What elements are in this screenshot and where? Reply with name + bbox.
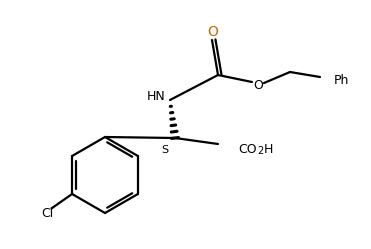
Text: Ph: Ph xyxy=(334,73,349,86)
Text: S: S xyxy=(161,145,168,155)
Text: CO: CO xyxy=(238,142,257,155)
Text: O: O xyxy=(253,78,263,91)
Text: HN: HN xyxy=(147,89,165,103)
Text: H: H xyxy=(264,142,273,155)
Text: 2: 2 xyxy=(257,146,263,156)
Text: Cl: Cl xyxy=(42,207,54,220)
Text: O: O xyxy=(207,25,219,39)
